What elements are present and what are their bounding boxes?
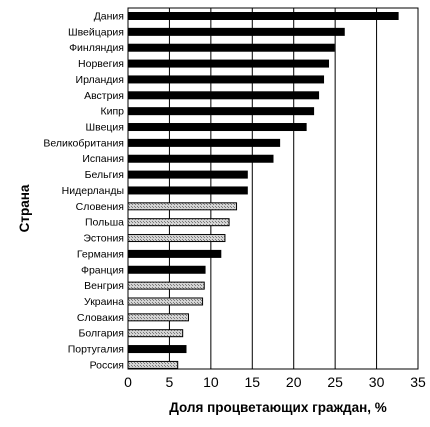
- category-label: Испания: [82, 153, 124, 165]
- x-tick-label: 0: [124, 374, 132, 390]
- grid-lines: [168, 8, 378, 369]
- bar-ирландия: [127, 75, 325, 84]
- category-label: Великобритания: [43, 137, 124, 149]
- bar-словакия: [127, 313, 189, 322]
- bar-финляндия: [127, 43, 335, 52]
- category-label: Финляндия: [69, 42, 124, 54]
- x-tick-label: 20: [286, 374, 302, 390]
- bar-болгария: [127, 329, 184, 338]
- category-label: Кипр: [100, 106, 124, 118]
- bar-словения: [127, 202, 238, 211]
- bar-швейцария: [127, 27, 345, 36]
- bar-испания: [127, 154, 274, 163]
- bar-эстония: [127, 234, 226, 243]
- bar-дания: [127, 12, 399, 20]
- bar-бельгия: [127, 170, 248, 179]
- bar-норвегия: [127, 59, 330, 68]
- plot-frame: [127, 7, 419, 370]
- category-label: Словакия: [77, 312, 124, 324]
- x-axis-title: Доля процветающих граждан, %: [169, 400, 387, 415]
- bar-украина: [127, 297, 204, 306]
- bar-швеция: [127, 123, 307, 132]
- bar-россия: [127, 360, 179, 369]
- y-axis-title: Страна: [17, 184, 32, 232]
- category-label: Швеция: [86, 122, 125, 134]
- bar-польша: [127, 218, 230, 227]
- category-label: Эстония: [83, 233, 124, 245]
- x-tick-label: 5: [166, 374, 174, 390]
- category-labels: Дания Швейцария Финляндия Норвегия Ирландия А…: [43, 11, 124, 372]
- category-label: Норвегия: [78, 58, 124, 70]
- x-tick-label: 30: [369, 374, 385, 390]
- x-tick-label: 10: [203, 374, 219, 390]
- bar-кипр: [127, 107, 315, 116]
- x-tick-label: 15: [244, 374, 260, 390]
- category-label: Франция: [81, 264, 124, 276]
- x-tick-label: 25: [327, 374, 343, 390]
- category-label: Россия: [90, 359, 124, 371]
- category-label: Португалия: [68, 344, 124, 356]
- bar-венгрия: [127, 281, 205, 290]
- category-label: Болгария: [79, 328, 124, 340]
- x-tick-label: 35: [410, 374, 426, 390]
- bar-нидерланды: [127, 186, 248, 195]
- bar-франция: [127, 265, 206, 274]
- bar-австрия: [127, 91, 320, 100]
- x-tick-labels: 0 5 10 15 20 25 30 35: [124, 374, 426, 390]
- bars: [127, 12, 399, 369]
- category-label: Польша: [85, 217, 124, 229]
- category-label: Нидерланды: [62, 185, 124, 197]
- category-label: Германия: [77, 248, 124, 260]
- category-label: Австрия: [84, 90, 124, 102]
- category-label: Швейцария: [68, 26, 124, 38]
- bar-великобритания: [127, 138, 281, 147]
- category-label: Украина: [84, 296, 124, 308]
- category-label: Венгрия: [84, 280, 124, 292]
- bar-португалия: [127, 345, 187, 354]
- category-label: Дания: [94, 11, 124, 23]
- bar-германия: [127, 249, 222, 258]
- category-label: Словения: [76, 201, 124, 213]
- category-label: Бельгия: [85, 169, 124, 181]
- category-label: Ирландия: [76, 74, 124, 86]
